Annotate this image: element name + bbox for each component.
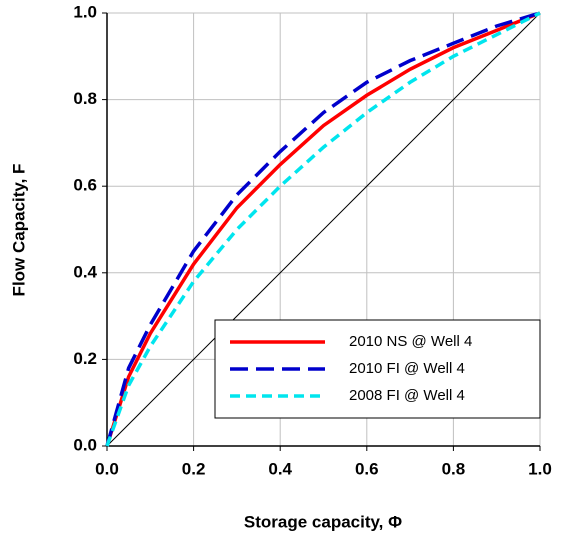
- y-tick-label: 0.0: [73, 435, 97, 454]
- x-tick-label: 0.6: [355, 459, 379, 478]
- y-axis-label: Flow Capacity, F: [9, 164, 28, 297]
- x-tick-label: 0.0: [95, 459, 119, 478]
- diagonal-line: [106, 12, 541, 447]
- y-tick-label: 1.0: [73, 2, 97, 21]
- y-tick-label: 0.6: [73, 176, 97, 195]
- series-line: [105, 11, 541, 447]
- legend-label: 2008 FI @ Well 4: [349, 387, 465, 404]
- x-tick-label: 0.2: [182, 459, 206, 478]
- y-tick-label: 0.2: [73, 349, 97, 368]
- series-line: [105, 11, 541, 447]
- legend-label: 2010 NS @ Well 4: [349, 333, 472, 350]
- y-tick-label: 0.4: [73, 262, 97, 281]
- x-tick-label: 0.4: [268, 459, 292, 478]
- x-tick-label: 0.8: [442, 459, 466, 478]
- x-tick-label: 1.0: [528, 459, 552, 478]
- series-line: [105, 11, 541, 447]
- y-tick-label: 0.8: [73, 89, 97, 108]
- legend-label: 2010 FI @ Well 4: [349, 360, 465, 377]
- x-axis-label: Storage capacity, Φ: [244, 512, 402, 531]
